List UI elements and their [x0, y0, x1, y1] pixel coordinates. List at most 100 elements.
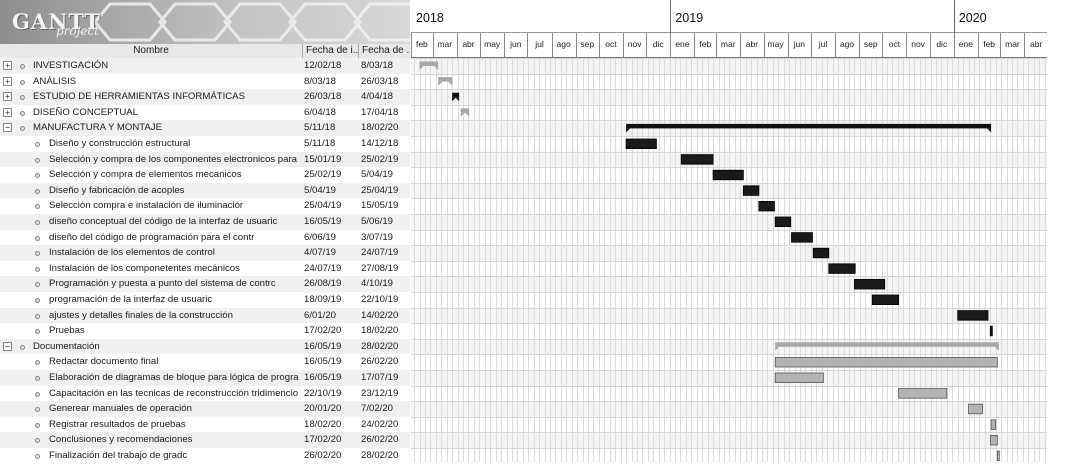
task-row[interactable]: + ESTUDIO DE HERRAMIENTAS INFORMÁTICAS 26/…: [0, 89, 410, 105]
task-row[interactable]: programación de la interfaz de usuaric 18…: [0, 292, 410, 308]
task-start-date: 16/05/19: [304, 372, 342, 383]
task-bar[interactable]: [989, 325, 993, 337]
task-bar[interactable]: [758, 200, 775, 212]
task-bar[interactable]: [968, 403, 983, 415]
task-row[interactable]: + ANÁLISIS 8/03/18 26/03/18: [0, 74, 410, 90]
summary-bar-start-cap: [438, 81, 443, 86]
column-header-end-date[interactable]: Fecha de ...: [362, 45, 410, 56]
task-end-date: 17/04/18: [361, 106, 399, 118]
task-row[interactable]: Generear manuales de operación 20/01/20 7/…: [0, 401, 410, 417]
task-start-date: 5/11/18: [304, 122, 336, 134]
task-bar[interactable]: [812, 247, 830, 259]
task-bar[interactable]: [898, 388, 948, 399]
task-row[interactable]: Elaboración de diagramas de bloque para …: [0, 370, 410, 386]
task-name: Selección y compra de elementos mecanico…: [49, 169, 242, 181]
column-header-start-date[interactable]: Fecha de i...: [303, 44, 359, 58]
expand-icon[interactable]: +: [3, 92, 12, 102]
task-bar[interactable]: [871, 294, 900, 306]
task-bar[interactable]: [774, 216, 792, 228]
task-name: Programación y puesta a punto del sistem…: [49, 278, 276, 290]
collapse-icon[interactable]: −: [3, 341, 12, 351]
task-end-date: 14/12/18: [361, 138, 399, 149]
task-name: DISEÑO CONCEPTUAL: [33, 106, 139, 118]
task-row[interactable]: Capacitación en las tecnicas de reconstr…: [0, 386, 410, 402]
task-start-date: 25/04/19: [304, 200, 342, 212]
task-name: Conclusiones y recomendaciones: [49, 434, 193, 446]
month-label: ago: [556, 39, 570, 49]
task-bullet-icon: [20, 344, 25, 350]
summary-bar-end-cap: [987, 128, 992, 133]
task-bullet-icon: [35, 438, 40, 444]
expand-icon[interactable]: +: [3, 76, 12, 86]
task-name: diseño conceptual del código de la inter…: [49, 216, 278, 227]
task-row[interactable]: Instalación de los componetentes mecánic…: [0, 261, 410, 277]
task-start-date: 18/02/20: [304, 418, 342, 430]
logo-subtext: project: [56, 24, 100, 38]
collapse-icon[interactable]: −: [3, 123, 12, 133]
task-row[interactable]: Pruebas 17/02/20 18/02/20: [0, 323, 410, 339]
task-bullet-icon: [20, 95, 25, 101]
task-bar[interactable]: [828, 263, 856, 274]
task-row[interactable]: − MANUFACTURA Y MONTAJE 5/11/18 18/02/20: [0, 120, 410, 136]
summary-bar-end-cap: [994, 346, 999, 351]
task-row[interactable]: Programación y puesta a punto del sistem…: [0, 276, 410, 292]
task-bar[interactable]: [742, 185, 760, 196]
expand-icon[interactable]: +: [3, 107, 12, 117]
task-start-date: 5/04/19: [304, 184, 337, 196]
task-bullet-icon: [35, 422, 40, 428]
summary-bar[interactable]: [438, 77, 453, 82]
task-row[interactable]: − Documentación 16/05/19 28/02/20: [0, 338, 410, 355]
task-bar[interactable]: [990, 419, 997, 430]
task-row[interactable]: Finalización del trabajo de gradc 26/02/2…: [0, 448, 410, 464]
task-row[interactable]: Registrar resultados de pruebas 18/02/20 2…: [0, 417, 410, 433]
task-bar[interactable]: [625, 138, 657, 150]
task-bar[interactable]: [957, 310, 989, 321]
year-label: 2020: [959, 11, 987, 25]
summary-bar[interactable]: [626, 123, 992, 129]
task-row[interactable]: Conclusiones y recomendaciones 17/02/20 26…: [0, 432, 410, 448]
gantt-chart-svg: feb mar abr may jun jul ago sep oct nov dic ene feb m…: [411, 0, 1047, 462]
task-bar[interactable]: [712, 169, 744, 181]
task-row[interactable]: diseño conceptual del código de la inter…: [0, 214, 410, 230]
task-row[interactable]: + INVESTIGACIÓN 12/02/18 8/03/18: [0, 58, 410, 74]
gantt-chart: feb mar abr may jun jul ago sep oct nov dic ene feb m…: [411, 0, 1047, 462]
task-bar[interactable]: [680, 154, 714, 165]
month-label: oct: [889, 39, 901, 49]
summary-bar-end-cap: [455, 97, 460, 102]
task-row[interactable]: Selección y compra de los componentes el…: [0, 151, 410, 168]
task-bar[interactable]: [989, 434, 998, 446]
task-end-date: 26/03/18: [361, 75, 399, 87]
column-header-name[interactable]: Nombre: [0, 44, 303, 58]
task-bullet-icon: [35, 391, 40, 397]
task-bar[interactable]: [774, 372, 824, 384]
task-bullet-icon: [35, 266, 40, 272]
expand-icon[interactable]: +: [3, 61, 12, 70]
task-start-date: 24/07/19: [304, 262, 342, 274]
task-name: Instalación de los elementos de control: [49, 247, 215, 259]
task-bar[interactable]: [791, 232, 813, 243]
task-row[interactable]: Selección compra e instalación de ilumin…: [0, 198, 410, 214]
task-row[interactable]: diseño del código de programación para e…: [0, 230, 410, 246]
month-label: sep: [864, 39, 878, 49]
task-bar[interactable]: [774, 356, 998, 368]
task-bar[interactable]: [854, 278, 886, 290]
summary-bar[interactable]: [452, 92, 460, 98]
summary-bar[interactable]: [775, 342, 999, 347]
summary-bar[interactable]: [460, 108, 470, 113]
month-label: ago: [840, 39, 854, 49]
task-row[interactable]: Diseño y fabricación de acoples 5/04/19 25…: [0, 182, 410, 199]
task-row[interactable]: Redactar documento final 16/05/19 26/02/20: [0, 354, 410, 370]
task-row[interactable]: Selección y compra de elementos mecanico…: [0, 167, 410, 183]
task-start-date: 16/05/19: [304, 340, 342, 352]
task-row[interactable]: + DISEÑO CONCEPTUAL 6/04/18 17/04/18: [0, 105, 410, 121]
task-bar[interactable]: [996, 450, 1000, 462]
task-name: Capacitación en las tecnicas de reconstr…: [49, 387, 299, 399]
task-bullet-icon: [35, 313, 40, 319]
task-row[interactable]: Diseño y construcción estructural 5/11/18…: [0, 136, 410, 152]
task-name: Registrar resultados de pruebas: [49, 418, 186, 430]
task-row[interactable]: Instalación de los elementos de control 4…: [0, 245, 410, 261]
task-bullet-icon: [35, 157, 40, 163]
summary-bar[interactable]: [419, 61, 439, 67]
task-row[interactable]: ajustes y detalles finales de la constru…: [0, 307, 410, 324]
